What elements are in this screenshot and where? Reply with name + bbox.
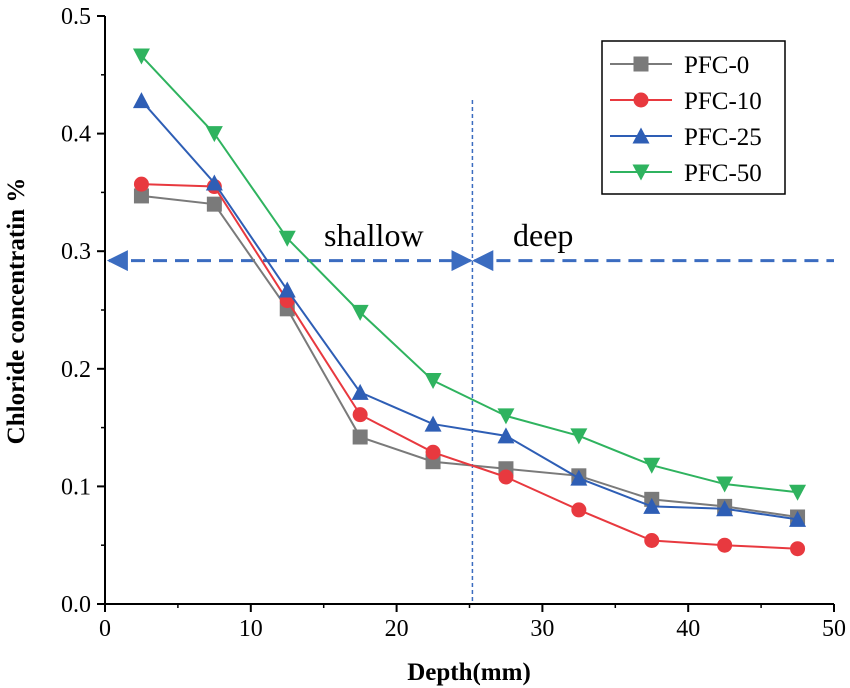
legend-marker-pfc-50 <box>632 164 650 181</box>
y-tick-label: 0.5 <box>61 4 91 30</box>
data-point-pfc-10 <box>498 469 514 485</box>
data-point-pfc-50 <box>132 48 150 65</box>
x-tick-label: 30 <box>530 616 554 642</box>
data-point-pfc-50 <box>497 408 515 425</box>
axes: 0 10 20 30 40 50 0.0 0.1 0.2 0.3 0.4 0.5 <box>61 4 846 642</box>
data-point-pfc-50 <box>424 373 442 390</box>
data-point-pfc-50 <box>716 476 734 493</box>
series-pfc-0 <box>133 188 806 525</box>
data-point-pfc-50 <box>570 428 588 445</box>
y-tick-label: 0.1 <box>61 474 91 500</box>
y-tick-label: 0.3 <box>61 239 91 265</box>
legend: PFC-0 PFC-10 PFC-25 PFC-50 <box>601 40 786 195</box>
data-point-pfc-0 <box>352 429 368 445</box>
series-pfc-50 <box>132 48 807 501</box>
series-line-pfc-10 <box>141 183 798 550</box>
data-point-pfc-50 <box>351 304 369 321</box>
data-point-pfc-25 <box>497 427 515 444</box>
data-point-pfc-10 <box>425 444 441 460</box>
series-line-pfc-0 <box>141 194 798 518</box>
legend-label-pfc-0: PFC-0 <box>684 52 749 79</box>
y-tick-label: 0.4 <box>61 122 91 148</box>
data-point-pfc-25 <box>716 500 734 517</box>
y-axis-title: Chloride concentratin % <box>3 178 30 445</box>
shallow-label: shallow <box>324 217 424 253</box>
data-point-pfc-10 <box>133 176 149 192</box>
data-point-pfc-25 <box>278 281 296 298</box>
deep-label: deep <box>513 217 573 253</box>
x-axis-title: Depth(mm) <box>407 659 531 686</box>
data-point-pfc-50 <box>643 457 661 474</box>
legend-label-pfc-50: PFC-50 <box>684 160 762 187</box>
y-tick-label: 0.2 <box>61 357 91 383</box>
x-tick-label: 10 <box>239 616 263 642</box>
annotations: shallow deep <box>106 100 834 604</box>
x-tick-label: 20 <box>385 616 409 642</box>
legend-marker-pfc-10 <box>633 92 649 108</box>
data-point-pfc-10 <box>352 407 368 423</box>
data-point-pfc-25 <box>424 415 442 432</box>
series-pfc-25 <box>132 92 807 527</box>
data-point-pfc-10 <box>790 541 806 557</box>
data-point-pfc-10 <box>717 537 733 553</box>
data-point-pfc-50 <box>205 126 223 143</box>
data-point-pfc-25 <box>351 383 369 400</box>
legend-label-pfc-10: PFC-10 <box>684 88 762 115</box>
data-point-pfc-25 <box>205 174 223 191</box>
data-point-pfc-25 <box>643 497 661 514</box>
series-line-pfc-50 <box>140 55 798 494</box>
data-point-pfc-10 <box>571 502 587 518</box>
legend-marker-pfc-25 <box>632 127 650 144</box>
data-point-pfc-10 <box>644 532 660 548</box>
data-point-pfc-25 <box>132 92 150 109</box>
data-point-pfc-0 <box>206 196 222 212</box>
data-point-pfc-25 <box>789 510 807 527</box>
data-point-pfc-50 <box>278 230 296 247</box>
data-point-pfc-25 <box>570 469 588 486</box>
x-tick-label: 40 <box>676 616 700 642</box>
y-tick-label: 0.0 <box>61 592 91 618</box>
legend-box <box>601 40 786 195</box>
series-line-pfc-25 <box>140 100 798 521</box>
legend-marker-pfc-0 <box>633 56 649 72</box>
data-point-pfc-50 <box>789 484 807 501</box>
x-tick-label: 0 <box>99 616 111 642</box>
legend-label-pfc-25: PFC-25 <box>684 124 762 151</box>
data-point-pfc-0 <box>133 188 149 204</box>
series-group <box>132 48 807 557</box>
x-tick-label: 50 <box>822 616 846 642</box>
